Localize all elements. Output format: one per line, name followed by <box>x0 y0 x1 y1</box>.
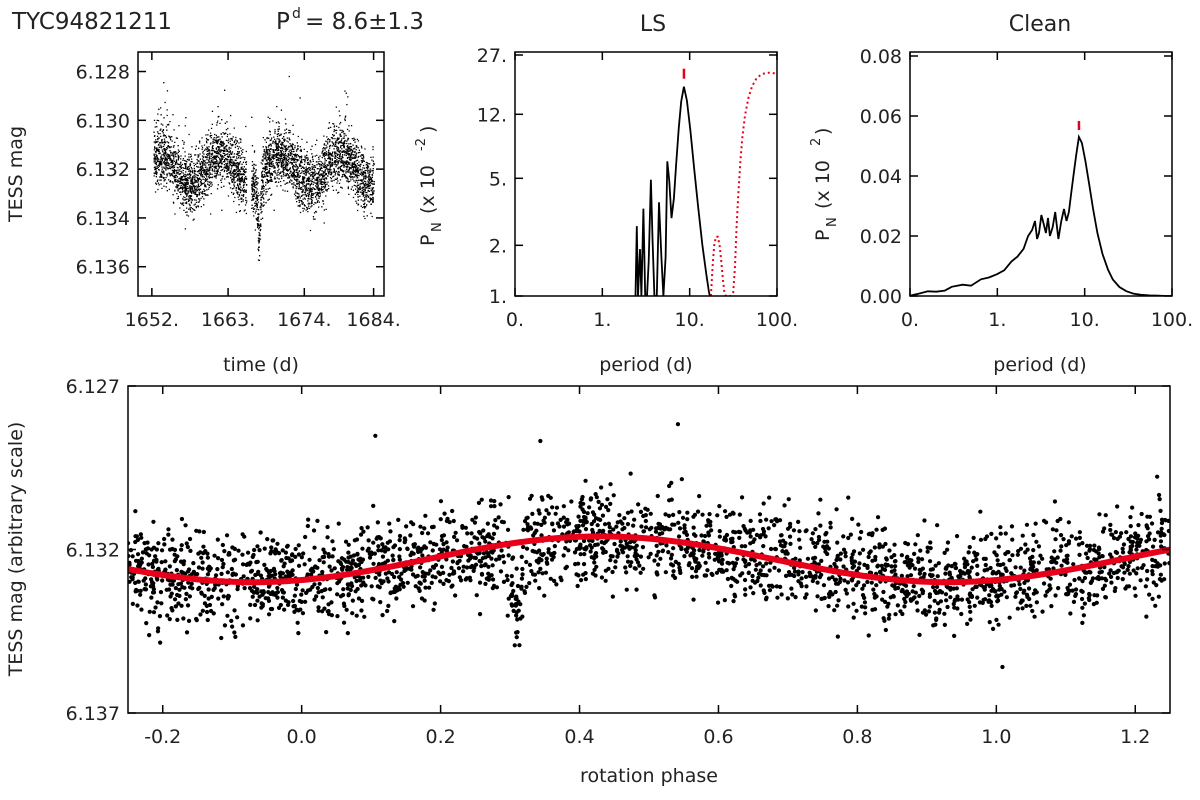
lightcurve-data-points <box>153 75 375 262</box>
x-tick-label: 1684. <box>346 309 400 331</box>
x-tick-label: 1.0 <box>981 726 1011 748</box>
ls-window-function-line <box>709 71 776 296</box>
lightcurve-x-ticks: 1652. 1663. 1674. 1684. <box>125 52 401 331</box>
clean-title: Clean <box>1009 12 1071 37</box>
y-tick-label: 6.137 <box>66 703 120 725</box>
y-tick-label: 1. <box>489 286 507 308</box>
x-tick-label: 1674. <box>277 309 331 331</box>
clean-ylabel-close: ) <box>812 128 834 135</box>
y-tick-label: 6.132 <box>76 159 130 181</box>
x-tick-label: 0.8 <box>842 726 872 748</box>
ls-x-ticks: 0. 1. 10. 100. <box>506 52 798 331</box>
x-tick-label: 100. <box>1151 309 1193 331</box>
ls-ylabel-subscript: N <box>430 222 445 232</box>
clean-y-ticks: 0.00 0.02 0.04 0.06 0.08 <box>860 46 1172 308</box>
y-tick-label: 0.06 <box>860 106 902 128</box>
y-tick-label: 5. <box>489 168 507 190</box>
ls-xlabel: period (d) <box>599 354 692 376</box>
lightcurve-y-ticks: 6.128 6.130 6.132 6.134 6.136 <box>76 62 384 279</box>
x-tick-label: 100. <box>756 309 798 331</box>
clean-spectrum-line <box>910 134 1172 296</box>
ls-ylabel-symbol: P <box>417 235 439 246</box>
x-tick-label: 1. <box>988 309 1006 331</box>
ls-ylabel-close: ) <box>417 126 439 133</box>
y-tick-label: 27. <box>477 45 507 67</box>
clean-axes-frame <box>909 51 1173 297</box>
phased-ylabel: TESS mag (arbitrary scale) <box>5 422 27 678</box>
phased-fit-line <box>128 533 1170 586</box>
lightcurve-period-symbol: P <box>276 9 290 35</box>
y-tick-label: 0.08 <box>860 46 902 68</box>
lightcurve-axes-frame <box>137 51 385 297</box>
y-tick-label: 6.130 <box>76 110 130 132</box>
x-tick-label: 0. <box>506 309 524 331</box>
y-tick-label: 0.00 <box>860 286 902 308</box>
clean-ylabel-symbol: P <box>812 230 834 241</box>
ls-panel: LS 0. 1. 10. 100. 1.2.5.12.27. period (d) P… <box>414 12 798 376</box>
lightcurve-period-value: = 8.6±1.3 <box>305 9 424 35</box>
x-tick-label: 1. <box>593 309 611 331</box>
ls-ylabel: P N (x 10 -2 ) <box>414 126 445 246</box>
x-tick-label: 0. <box>901 309 919 331</box>
y-tick-label: 6.136 <box>76 257 130 279</box>
clean-ylabel-exponent: 2 <box>809 138 824 146</box>
clean-ylabel-subscript: N <box>825 217 840 227</box>
x-tick-label: 10. <box>1070 309 1100 331</box>
ls-ylabel-exponent: -2 <box>414 138 429 151</box>
y-tick-label: 2. <box>489 235 507 257</box>
x-tick-label: -0.2 <box>144 726 181 748</box>
clean-ylabel-scale: (x 10 <box>812 160 834 209</box>
y-tick-label: 6.132 <box>66 540 120 562</box>
x-tick-label: 1652. <box>125 309 179 331</box>
y-tick-label: 0.02 <box>860 226 902 248</box>
phased-points <box>128 422 1170 670</box>
x-tick-label: 0.6 <box>703 726 733 748</box>
x-tick-label: 10. <box>675 309 705 331</box>
x-tick-label: 1663. <box>201 309 255 331</box>
ls-y-ticks: 1. 2. 5. 12. 27. <box>477 45 777 308</box>
phased-xlabel: rotation phase <box>580 765 718 787</box>
phased-y-ticks: 6.127 6.132 6.137 <box>66 376 1170 725</box>
lightcurve-period-superscript: d <box>292 6 301 22</box>
x-tick-label: 0.4 <box>564 726 594 748</box>
phased-x-ticks: -0.2 0.0 0.2 0.4 0.6 0.8 1.0 1.2 <box>144 386 1150 748</box>
y-tick-label: 6.128 <box>76 62 130 84</box>
x-tick-label: 1.2 <box>1120 726 1150 748</box>
ls-periodogram-line <box>634 86 711 296</box>
phased-data-points <box>128 422 1170 670</box>
clean-panel: Clean 0. 1. 10. 100. 0.00 0.02 0.04 0.06 0.08 p… <box>809 12 1193 376</box>
clean-xlabel: period (d) <box>993 354 1086 376</box>
y-tick-label: 12. <box>477 104 507 126</box>
x-tick-label: 0.2 <box>425 726 455 748</box>
clean-ylabel: P N (x 10 2 ) <box>809 128 840 241</box>
x-tick-label: 0.0 <box>287 726 317 748</box>
y-tick-label: 6.134 <box>76 208 130 230</box>
ls-title: LS <box>640 12 666 37</box>
lightcurve-title: TYC94821211 <box>11 9 172 35</box>
y-tick-label: 6.127 <box>66 376 120 398</box>
lightcurve-ylabel: TESS mag <box>5 126 27 223</box>
y-tick-label: 0.04 <box>860 166 902 188</box>
ls-axes-frame <box>514 51 778 297</box>
lightcurve-points <box>153 75 375 262</box>
phased-panel: -0.2 0.0 0.2 0.4 0.6 0.8 1.0 1.2 6.127 6.132 6.13… <box>5 376 1171 787</box>
lightcurve-panel: TYC94821211 P d = 8.6±1.3 1652. 1663. 1674… <box>5 6 424 376</box>
ls-ylabel-scale: (x 10 <box>417 165 439 214</box>
clean-x-ticks: 0. 1. 10. 100. <box>901 52 1193 331</box>
lightcurve-xlabel: time (d) <box>223 354 299 376</box>
